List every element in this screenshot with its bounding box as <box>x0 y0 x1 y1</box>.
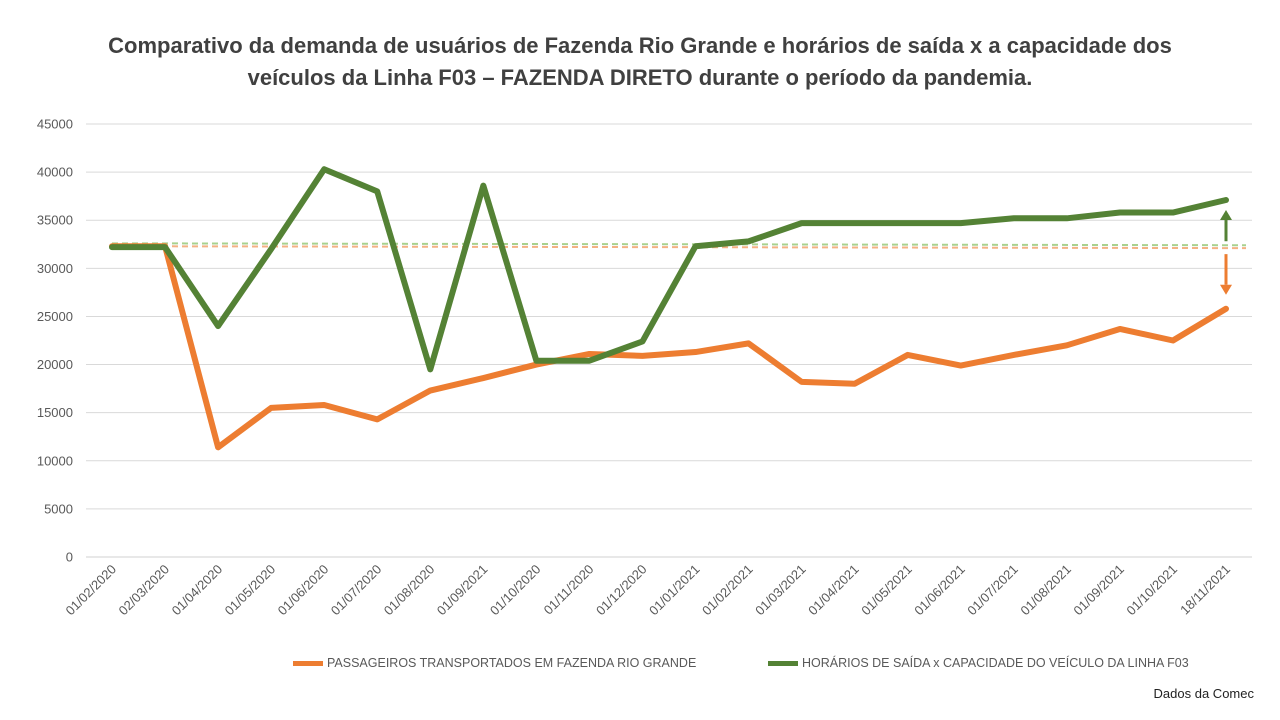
x-tick-label: 01/06/2020 <box>275 562 332 619</box>
x-tick-label: 01/06/2021 <box>911 562 968 619</box>
legend-item-passengers: PASSAGEIROS TRANSPORTADOS EM FAZENDA RIO… <box>293 656 696 670</box>
series-lines <box>109 166 1229 451</box>
x-tick-label: 01/02/2020 <box>62 562 119 619</box>
y-tick-label: 15000 <box>37 405 73 420</box>
arrow-down-icon <box>1220 254 1232 295</box>
series-line-passengers <box>109 243 1229 451</box>
y-tick-label: 40000 <box>37 165 73 180</box>
y-tick-label: 20000 <box>37 357 73 372</box>
x-axis-ticks: 01/02/202002/03/202001/04/202001/05/2020… <box>62 562 1233 619</box>
x-tick-label: 01/07/2020 <box>328 562 385 619</box>
trend-lines <box>111 242 1247 250</box>
x-tick-label: 01/04/2020 <box>169 562 226 619</box>
x-tick-label: 01/02/2021 <box>699 562 756 619</box>
y-tick-label: 30000 <box>37 261 73 276</box>
x-tick-label: 01/08/2020 <box>381 562 438 619</box>
y-axis-ticks: 0 5000 10000 15000 20000 25000 30000 35000 40000… <box>37 117 73 565</box>
x-tick-label: 01/05/2020 <box>222 562 279 619</box>
chart-title: Comparativo da demanda de usuários de Fa… <box>0 30 1280 94</box>
x-tick-label: 01/08/2021 <box>1017 562 1074 619</box>
y-tick-label: 5000 <box>44 501 73 516</box>
x-tick-label: 02/03/2020 <box>116 562 173 619</box>
source-note: Dados da Comec <box>1153 686 1254 701</box>
legend: PASSAGEIROS TRANSPORTADOS EM FAZENDA RIO… <box>0 656 1280 676</box>
x-tick-label: 01/01/2021 <box>646 562 703 619</box>
y-tick-label: 45000 <box>37 117 73 132</box>
x-tick-label: 01/11/2020 <box>541 562 597 618</box>
x-tick-label: 01/07/2021 <box>964 562 1021 619</box>
legend-label-capacity: HORÁRIOS DE SAÍDA x CAPACIDADE DO VEÍCUL… <box>802 656 1189 670</box>
trend-line-capacity <box>111 242 1247 247</box>
x-tick-label: 01/04/2021 <box>805 562 862 619</box>
trend-line-passengers <box>111 245 1247 250</box>
x-tick-label: 01/05/2021 <box>858 562 915 619</box>
x-tick-label: 01/03/2021 <box>752 562 809 619</box>
x-tick-label: 01/10/2021 <box>1123 562 1180 619</box>
x-tick-label: 18/11/2021 <box>1177 562 1233 618</box>
series-line-capacity <box>109 166 1229 373</box>
y-tick-label: 10000 <box>37 453 73 468</box>
arrow-up-icon <box>1220 210 1232 242</box>
x-tick-label: 01/12/2020 <box>593 562 650 619</box>
chart-title-line-1: Comparativo da demanda de usuários de Fa… <box>108 33 1172 58</box>
x-tick-label: 01/09/2021 <box>1070 562 1127 619</box>
x-tick-label: 01/09/2021 <box>434 562 491 619</box>
x-tick-label: 01/10/2020 <box>487 562 544 619</box>
legend-swatch-passengers <box>293 660 323 666</box>
legend-label-passengers: PASSAGEIROS TRANSPORTADOS EM FAZENDA RIO… <box>327 656 697 670</box>
y-tick-label: 25000 <box>37 309 73 324</box>
y-tick-label: 0 <box>66 550 73 565</box>
legend-swatch-capacity <box>768 660 798 666</box>
y-tick-label: 35000 <box>37 213 73 228</box>
chart-title-line-2: veículos da Linha F03 – FAZENDA DIRETO d… <box>247 65 1033 90</box>
legend-item-capacity: HORÁRIOS DE SAÍDA x CAPACIDADE DO VEÍCUL… <box>768 656 1189 670</box>
annotation-arrows <box>1220 210 1232 295</box>
